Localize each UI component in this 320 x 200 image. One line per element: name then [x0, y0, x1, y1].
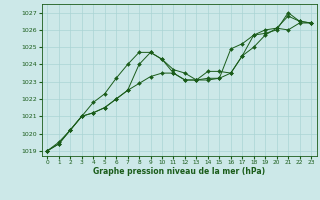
X-axis label: Graphe pression niveau de la mer (hPa): Graphe pression niveau de la mer (hPa): [93, 167, 265, 176]
